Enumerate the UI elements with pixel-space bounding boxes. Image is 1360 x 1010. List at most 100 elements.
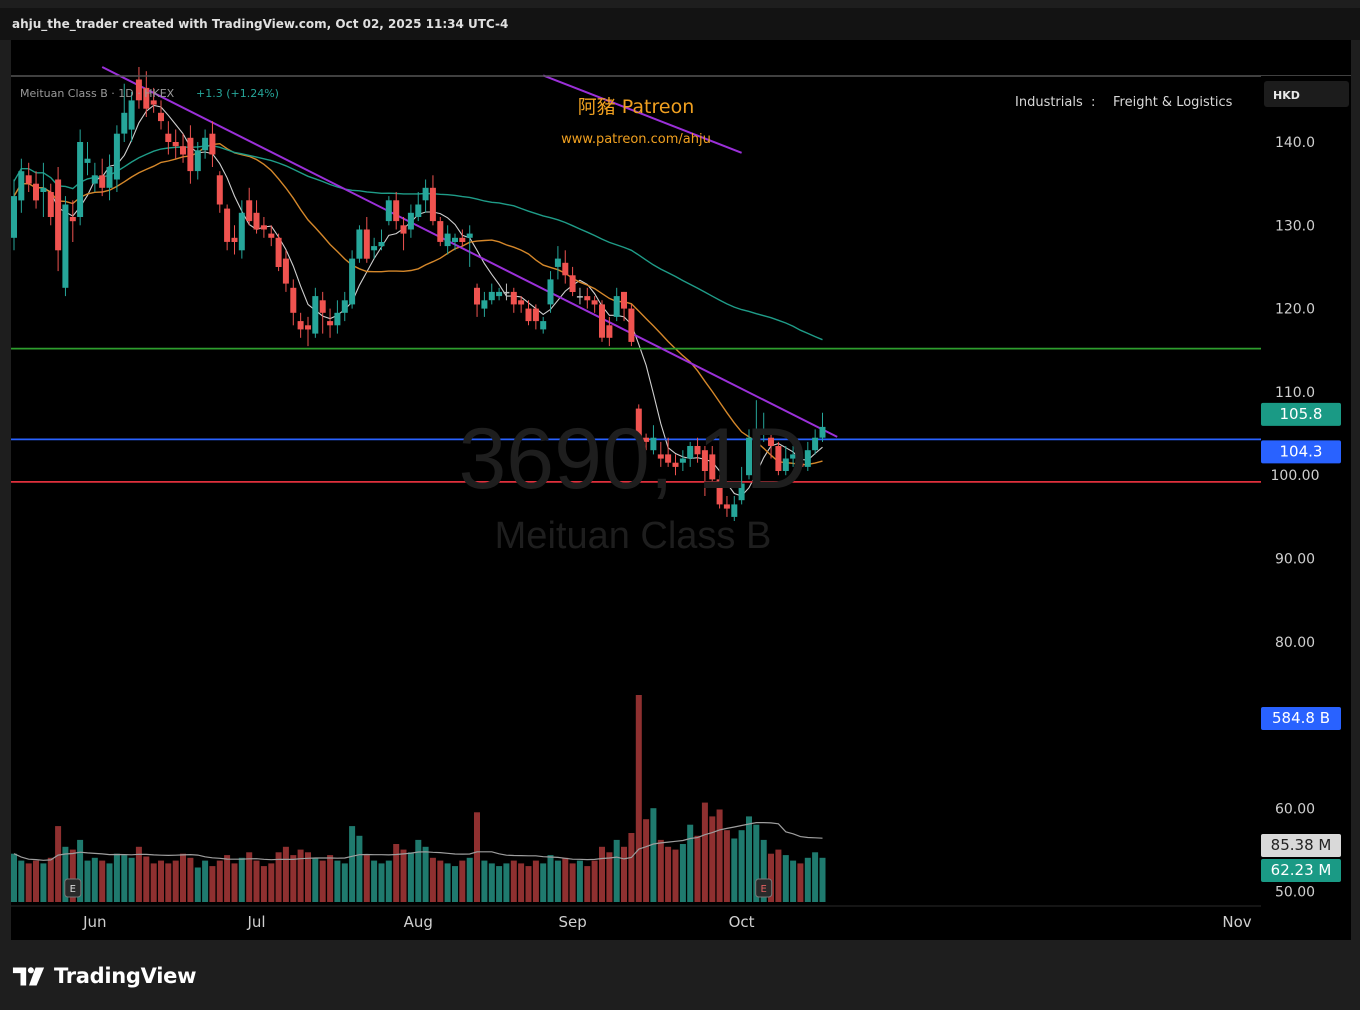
- time-scale[interactable]: Jun Jul Aug Sep Oct Nov: [11, 905, 1261, 931]
- candle: [121, 83, 128, 142]
- volume-bar: [452, 866, 458, 902]
- candle: [474, 283, 480, 317]
- volume-bar: [62, 846, 69, 902]
- volume-bar: [665, 846, 672, 902]
- candle: [290, 279, 297, 326]
- volume-bar: [569, 863, 576, 902]
- svg-text:E: E: [70, 884, 76, 895]
- candle: [327, 308, 334, 338]
- candle: [496, 287, 503, 301]
- volume-bar: [466, 857, 473, 902]
- volume-bar: [33, 860, 39, 902]
- volume-bar: [709, 816, 716, 902]
- candle: [341, 291, 348, 322]
- volume-bar: [260, 866, 267, 902]
- volume-bar: [613, 839, 620, 902]
- volume-last-badge: 62.23 M: [1261, 859, 1341, 882]
- volume-bar: [518, 863, 525, 902]
- candle: [47, 183, 54, 226]
- volume-bar: [334, 860, 341, 902]
- time-tick-label: Jun: [82, 913, 106, 931]
- price-scale[interactable]: HKD 140.0 130.0 120.0 110.0 100.00 90.00 80.00…: [1261, 76, 1351, 906]
- candle: [591, 296, 598, 313]
- time-tick-label: Oct: [729, 913, 755, 931]
- patreon-url: www.patreon.com/ahju: [561, 132, 711, 147]
- industry-label: Freight & Logistics: [1113, 95, 1233, 110]
- volume-bar: [371, 860, 378, 902]
- candle: [172, 129, 179, 159]
- volume-bar: [643, 819, 650, 902]
- volume-bar: [547, 855, 554, 902]
- volume-bar: [305, 852, 311, 902]
- candle: [224, 204, 231, 251]
- candle: [312, 287, 319, 338]
- earnings-marker: E: [755, 878, 773, 898]
- sector-label: Industrials: [1015, 95, 1083, 110]
- candle: [635, 404, 642, 442]
- horizontal-lines-layer: [11, 347, 1261, 483]
- price-tick-label: 50.00: [1275, 885, 1315, 901]
- price-tick-label: 120.0: [1275, 302, 1315, 318]
- volume-bar: [628, 833, 635, 902]
- candle: [812, 429, 819, 455]
- volume-bar: [437, 860, 444, 902]
- candle: [282, 250, 289, 292]
- candle: [481, 291, 488, 317]
- volume-bar: [672, 849, 679, 902]
- candle: [709, 446, 716, 484]
- volume-bar: [209, 866, 216, 902]
- currency-button[interactable]: [1264, 81, 1349, 107]
- currency-label: HKD: [1273, 89, 1300, 102]
- volume-bar: [18, 860, 25, 902]
- candle: [11, 179, 17, 251]
- volume-bar: [282, 846, 289, 902]
- candle: [180, 133, 186, 163]
- candle: [25, 162, 32, 192]
- candle: [33, 171, 39, 209]
- volume-bar: [474, 812, 480, 902]
- volume-bar: [812, 852, 819, 902]
- volume-bar: [143, 856, 150, 902]
- sector-separator: :: [1091, 95, 1095, 110]
- candle: [672, 454, 679, 476]
- tradingview-logo[interactable]: TradingView: [12, 962, 196, 990]
- volume-bar: [775, 849, 782, 902]
- price-tick-label: 60.00: [1275, 801, 1315, 817]
- svg-text:85.38 M: 85.38 M: [1271, 836, 1332, 854]
- volume-bar: [172, 860, 179, 902]
- candle: [62, 196, 69, 297]
- candle: [253, 200, 260, 234]
- volume-bar: [290, 855, 297, 902]
- candle: [231, 225, 238, 255]
- price-tick-label: 90.00: [1275, 552, 1315, 568]
- candle: [819, 412, 826, 442]
- candle: [194, 142, 201, 180]
- volume-bar: [150, 863, 157, 902]
- candle: [216, 171, 223, 213]
- candle: [334, 300, 341, 334]
- svg-text:62.23 M: 62.23 M: [1271, 861, 1332, 879]
- volume-bar: [488, 863, 495, 902]
- candle: [378, 229, 385, 251]
- candle: [275, 233, 282, 272]
- candle: [797, 454, 804, 471]
- volume-bar: [187, 857, 194, 902]
- candle: [716, 475, 723, 509]
- volume-ma-badge: 85.38 M: [1261, 834, 1341, 857]
- candle: [738, 466, 745, 505]
- volume-bar: [716, 809, 723, 902]
- candle: [158, 100, 164, 130]
- candle: [503, 283, 510, 301]
- volume-bar: [400, 849, 407, 902]
- candle: [268, 225, 275, 247]
- volume-bar: [77, 839, 84, 902]
- candle: [400, 217, 407, 251]
- price-tick-label: 110.0: [1275, 385, 1315, 401]
- volume-bar: [69, 849, 76, 902]
- candle: [393, 192, 400, 230]
- volume-bar: [106, 863, 113, 902]
- svg-text:104.3: 104.3: [1280, 442, 1323, 460]
- volume-bar: [701, 802, 708, 902]
